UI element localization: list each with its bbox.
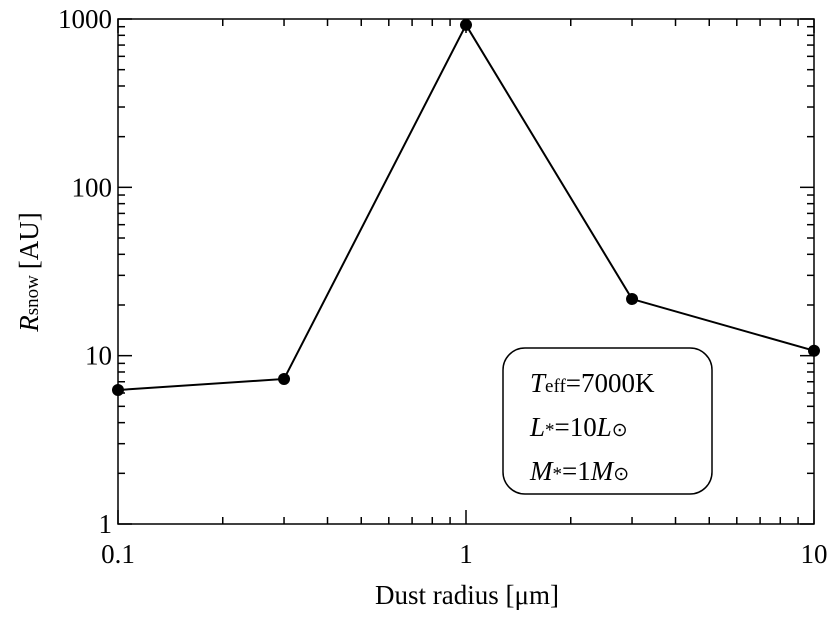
annotation-line: Teff=7000K bbox=[530, 368, 655, 398]
y-tick-label: 1 bbox=[99, 509, 113, 539]
y-tick-label: 100 bbox=[72, 172, 113, 202]
x-axis-title: Dust radius [μm] bbox=[375, 580, 559, 610]
y-tick-label: 10 bbox=[85, 341, 112, 371]
text: =10 bbox=[555, 412, 597, 442]
data-point bbox=[626, 293, 639, 306]
x-tick-label: 10 bbox=[801, 539, 828, 569]
annotation-line: L*=10L⊙ bbox=[529, 412, 628, 442]
data-point bbox=[112, 384, 124, 397]
symbol: T bbox=[530, 368, 547, 398]
symbol: L bbox=[596, 412, 612, 442]
annotation-line: M*=1M⊙ bbox=[529, 456, 629, 486]
subscript: ⊙ bbox=[613, 464, 629, 485]
text: =7000K bbox=[566, 368, 655, 398]
subscript: ⊙ bbox=[612, 420, 628, 441]
subscript: eff bbox=[545, 376, 566, 397]
text: =1 bbox=[562, 456, 591, 486]
annotation-box bbox=[502, 347, 713, 495]
subscript: * bbox=[545, 420, 555, 441]
y-tick-label: 1000 bbox=[58, 4, 112, 34]
x-tick-label: 1 bbox=[459, 539, 473, 569]
symbol: M bbox=[590, 456, 615, 486]
y-unit: [AU] bbox=[14, 212, 44, 269]
subscript: * bbox=[553, 464, 563, 485]
y-symbol: R bbox=[14, 315, 44, 333]
data-point bbox=[808, 344, 820, 357]
x-tick-label: 0.1 bbox=[101, 539, 135, 569]
symbol: L bbox=[529, 412, 545, 442]
y-axis-title: Rsnow [AU] bbox=[14, 212, 44, 333]
data-line bbox=[117, 22, 815, 392]
data-point bbox=[460, 18, 472, 31]
symbol: M bbox=[529, 456, 554, 486]
y-subscript: snow bbox=[22, 275, 43, 315]
data-point bbox=[278, 372, 291, 385]
